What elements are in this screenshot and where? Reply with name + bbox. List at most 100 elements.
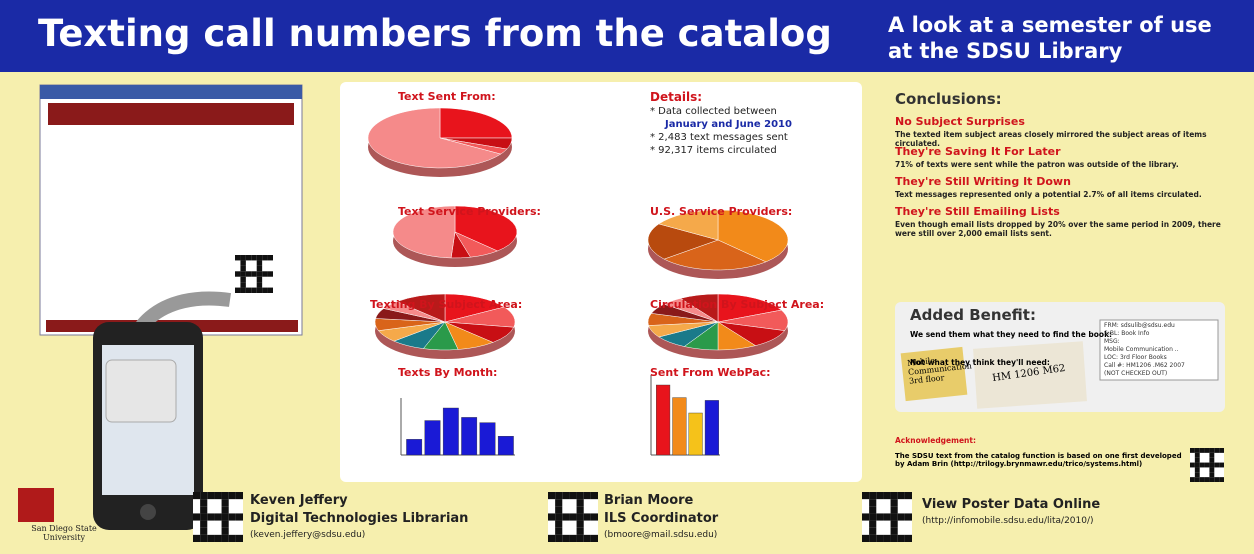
- qr-cell: [883, 535, 890, 542]
- qr-cell: [862, 492, 869, 499]
- qr-cell: [193, 535, 200, 542]
- qr-cell: [1214, 477, 1219, 482]
- bar: [443, 408, 458, 455]
- qr-cell: [251, 255, 256, 260]
- qr-cell: [1205, 463, 1210, 468]
- qr-cell: [562, 535, 569, 542]
- qr-cell: [1219, 463, 1224, 468]
- qr-cell: [1195, 463, 1200, 468]
- online-url: (http://infomobile.sdsu.edu/lita/2010/): [922, 516, 1094, 526]
- qr-cell: [562, 492, 569, 499]
- qr-cell: [257, 266, 262, 271]
- qr-cell: [236, 513, 243, 520]
- message-line: Mobile Communication ..: [1104, 346, 1179, 353]
- qr-cell: [1200, 463, 1205, 468]
- qr-cell: [891, 528, 898, 535]
- qr-cell: [240, 288, 245, 293]
- qr-cell: [235, 271, 240, 276]
- qr-cell: [240, 266, 245, 271]
- qr-cell: [268, 288, 273, 293]
- qr-cell: [1195, 458, 1200, 463]
- qr-cell: [240, 271, 245, 276]
- qr-cell: [262, 288, 267, 293]
- qr-cell: [548, 535, 555, 542]
- qr-cell: [555, 506, 562, 513]
- qr-cell: [869, 528, 876, 535]
- qr-cell: [1219, 448, 1224, 453]
- qr-cell: [569, 535, 576, 542]
- title: Texting call numbers from the catalog: [38, 12, 832, 55]
- qr-cell: [1209, 472, 1214, 477]
- contact-email: (bmoore@mail.sdsu.edu): [604, 530, 717, 540]
- qr-cell: [1209, 448, 1214, 453]
- qr-cell: [869, 521, 876, 528]
- qr-cell: [1209, 477, 1214, 482]
- qr-cell: [555, 521, 562, 528]
- qr-cell: [268, 271, 273, 276]
- qr-cell: [1195, 477, 1200, 482]
- qr-cell: [262, 255, 267, 260]
- qr-cell: [257, 255, 262, 260]
- qr-cell: [1195, 448, 1200, 453]
- qr-cell: [240, 255, 245, 260]
- qr-cell: [240, 260, 245, 265]
- chart-title: Text Sent From:: [398, 90, 496, 103]
- qr-cell: [229, 492, 236, 499]
- qr-cell: [1209, 458, 1214, 463]
- qr-cell: [555, 492, 562, 499]
- bar: [673, 398, 687, 455]
- catalog-banner: [48, 103, 294, 125]
- details-title: Details:: [650, 90, 702, 104]
- qr-cell: [268, 255, 273, 260]
- qr-cell: [577, 492, 584, 499]
- qr-cell: [235, 255, 240, 260]
- qr-cell: [591, 513, 598, 520]
- ack-text: The SDSU text from the catalog function …: [895, 452, 1185, 468]
- qr-cell: [876, 492, 883, 499]
- qr-cell: [591, 492, 598, 499]
- qr-cell: [1190, 477, 1195, 482]
- qr-cell: [222, 499, 229, 506]
- qr-cell: [200, 535, 207, 542]
- qr-cell: [251, 288, 256, 293]
- details-item: * 2,483 text messages sent: [650, 132, 788, 143]
- contact-email: (keven.jeffery@sdsu.edu): [250, 530, 365, 540]
- qr-cell: [222, 492, 229, 499]
- qr-cell: [246, 271, 251, 276]
- conclusion-heading: They're Still Emailing Lists: [895, 205, 1060, 218]
- message-line: FRM: sdsulib@sdsu.edu: [1104, 322, 1175, 329]
- message-line: (NOT CHECKED OUT): [1104, 370, 1167, 377]
- chart-title: Text Service Providers:: [398, 205, 541, 218]
- qr-cell: [891, 499, 898, 506]
- qr-cell: [869, 499, 876, 506]
- details-item: January and June 2010: [665, 119, 792, 130]
- ack-title: Acknowledgement:: [895, 436, 976, 445]
- graphics: [0, 0, 1254, 554]
- sticky-note-text: Mobile Communication 3rd floor: [907, 353, 965, 386]
- qr-cell: [862, 535, 869, 542]
- qr-cell: [193, 513, 200, 520]
- qr-cell: [235, 288, 240, 293]
- qr-cell: [1209, 453, 1214, 458]
- qr-cell: [200, 521, 207, 528]
- qr-cell: [257, 282, 262, 287]
- qr-cell: [891, 492, 898, 499]
- qr-cell: [891, 535, 898, 542]
- qr-cell: [869, 492, 876, 499]
- qr-cell: [1205, 477, 1210, 482]
- qr-cell: [548, 513, 555, 520]
- qr-cell: [246, 255, 251, 260]
- qr-cell: [577, 521, 584, 528]
- qr-cell: [200, 492, 207, 499]
- bar: [406, 439, 421, 455]
- qr-cell: [891, 513, 898, 520]
- qr-cell: [193, 492, 200, 499]
- qr-cell: [1190, 463, 1195, 468]
- qr-cell: [898, 513, 905, 520]
- message-line: Call #: HM1206 .M62 2007: [1104, 362, 1185, 369]
- qr-cell: [229, 535, 236, 542]
- qr-cell: [246, 288, 251, 293]
- bar: [689, 413, 703, 455]
- details-item: * Data collected between: [650, 106, 777, 117]
- qr-cell: [214, 492, 221, 499]
